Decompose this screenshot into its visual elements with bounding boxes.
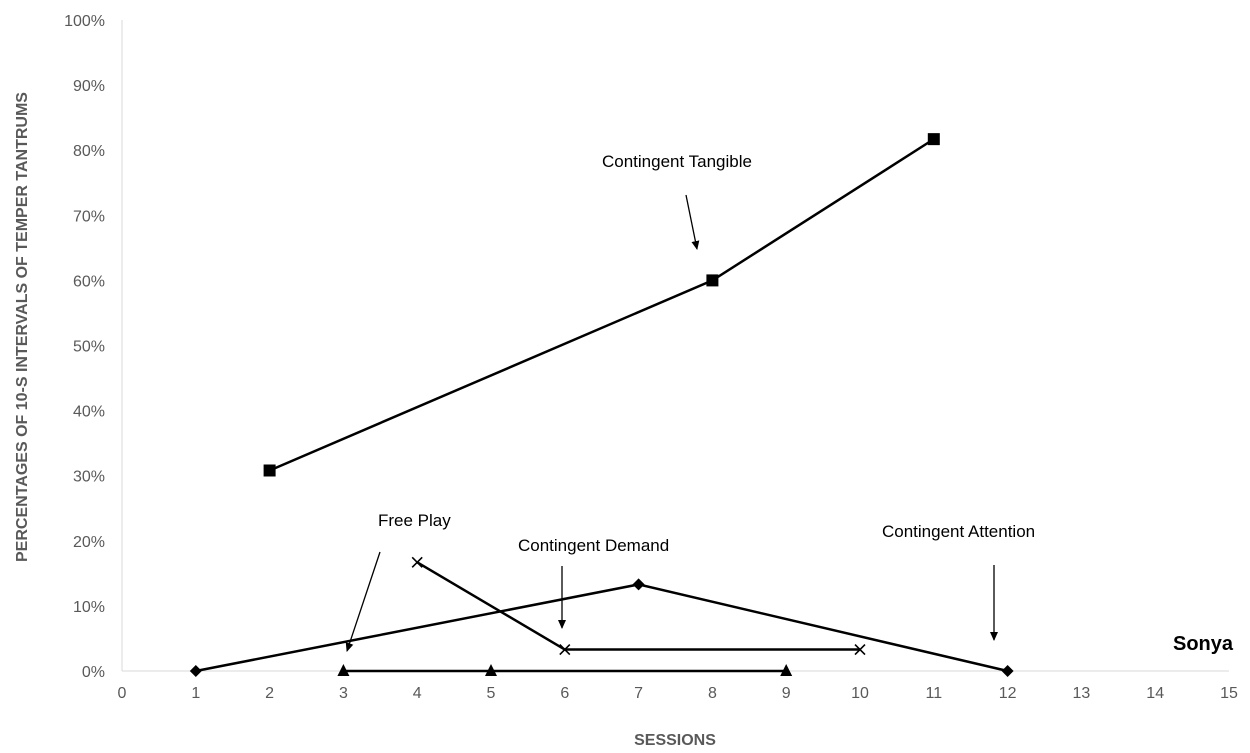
arrow-contingent-tangible <box>685 194 700 250</box>
x-tick-label: 13 <box>1073 685 1091 702</box>
y-tick-label: 50% <box>73 339 105 356</box>
series-layer <box>189 133 1014 677</box>
x-tick-label: 2 <box>265 685 274 702</box>
data-point <box>485 664 497 676</box>
data-point <box>263 464 276 477</box>
y-tick-label: 0% <box>82 664 105 681</box>
data-point <box>1001 665 1014 677</box>
x-tick-label: 8 <box>708 685 717 702</box>
data-point <box>411 556 423 568</box>
series-contingent-tangible <box>263 133 940 477</box>
data-point <box>337 664 350 676</box>
x-tick-label: 14 <box>1146 685 1164 702</box>
data-point <box>780 664 793 676</box>
annotation-contingent-tangible: Contingent Tangible <box>602 152 752 171</box>
x-tick-label: 1 <box>191 685 200 702</box>
y-tick-label: 10% <box>73 599 105 616</box>
y-axis: 0% 10% 20% 30% 40% 50% 60% 70% 80% 90% 100% <box>64 13 123 681</box>
y-tick-label: 60% <box>73 273 105 290</box>
data-point <box>559 643 571 656</box>
y-tick-label: 30% <box>73 469 105 486</box>
data-point <box>706 274 719 287</box>
data-point <box>927 133 940 146</box>
x-axis: 0 1 2 3 4 5 6 7 8 9 10 11 12 13 14 15 <box>118 670 1238 702</box>
y-tick-label: 90% <box>73 78 105 95</box>
annotation-arrows <box>345 194 998 652</box>
data-point <box>189 665 202 677</box>
x-tick-label: 11 <box>925 685 942 702</box>
annotation-contingent-demand: Contingent Demand <box>518 536 669 555</box>
x-tick-label: 10 <box>851 685 869 702</box>
x-tick-label: 9 <box>782 685 791 702</box>
x-axis-title: SESSIONS <box>634 732 716 749</box>
annotation-contingent-attention: Contingent Attention <box>882 522 1035 541</box>
series-contingent-attention <box>189 578 1014 677</box>
x-tick-label: 6 <box>560 685 569 702</box>
y-tick-label: 70% <box>73 208 105 225</box>
series-line-contingent-demand <box>416 561 860 651</box>
x-tick-labels: 0 1 2 3 4 5 6 7 8 9 10 11 12 13 14 15 <box>118 685 1238 702</box>
x-tick-label: 3 <box>339 685 348 702</box>
data-point <box>854 643 866 656</box>
y-tick-labels: 0% 10% 20% 30% 40% 50% 60% 70% 80% 90% 100% <box>64 13 105 681</box>
participant-label: Sonya <box>1173 633 1234 655</box>
series-line-contingent-tangible <box>269 138 935 472</box>
y-axis-title: PERCENTAGES OF 10-S INTERVALS OF TEMPER … <box>14 92 31 562</box>
series-line-contingent-attention <box>195 583 1008 673</box>
x-tick-label: 12 <box>999 685 1017 702</box>
arrow-free-play <box>345 551 381 652</box>
x-tick-label: 0 <box>118 685 127 702</box>
x-tick-label: 5 <box>487 685 496 702</box>
y-tick-label: 80% <box>73 143 105 160</box>
annotation-free-play: Free Play <box>378 511 451 530</box>
x-tick-label: 15 <box>1220 685 1238 702</box>
data-point <box>632 578 645 591</box>
y-tick-label: 40% <box>73 404 105 421</box>
x-tick-label: 4 <box>413 685 422 702</box>
series-contingent-demand <box>411 556 866 656</box>
y-tick-label: 20% <box>73 534 105 551</box>
x-tick-label: 7 <box>634 685 643 702</box>
series-free-play <box>337 664 793 676</box>
annotations: Contingent Tangible Free Play Contingent… <box>378 152 1035 555</box>
y-tick-label: 100% <box>64 13 105 30</box>
